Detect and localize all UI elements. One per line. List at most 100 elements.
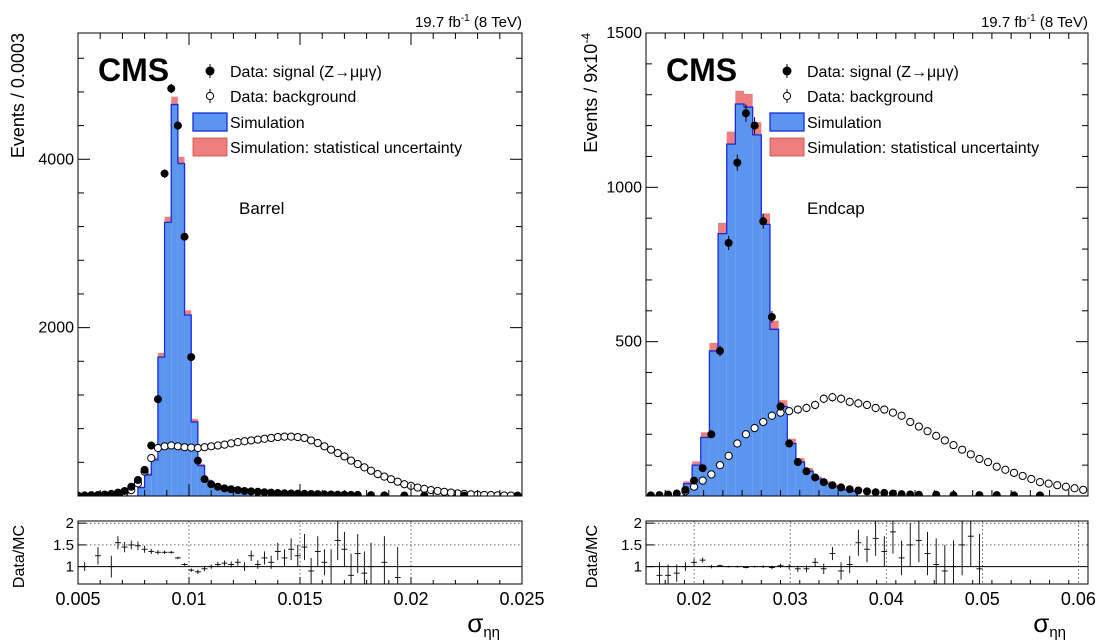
signal-point [380, 491, 389, 496]
y-axis-title: Events / 9x10-4 [579, 33, 601, 153]
signal-point [420, 491, 429, 496]
simulation-bin [726, 144, 736, 496]
signal-point [871, 488, 880, 496]
background-point [707, 470, 716, 479]
background-point [888, 408, 898, 417]
signal-point [698, 464, 707, 473]
signal-point [664, 490, 673, 496]
x-tick-label: 0.04 [869, 589, 904, 609]
background-point [253, 435, 262, 444]
simulation-bin [151, 459, 158, 496]
x-axis-title-subscript: ηη [483, 624, 500, 641]
signal-point [767, 312, 776, 321]
y-axis-title-exponent: -4 [579, 33, 593, 44]
signal-point [187, 353, 196, 362]
background-point [366, 466, 376, 475]
signal-point [140, 465, 149, 474]
x-tick-label: 0.025 [499, 589, 544, 609]
background-point [353, 459, 362, 469]
background-point [227, 439, 236, 448]
simulation-bin [144, 474, 152, 496]
simulation-bin [813, 479, 822, 496]
main-frame [645, 32, 1089, 497]
simulation-bin [735, 103, 745, 496]
background-point [1035, 478, 1045, 487]
signal-point [845, 485, 854, 494]
background-point [240, 437, 249, 446]
simulation-bin [804, 471, 814, 496]
simulation-bin [830, 486, 840, 496]
signal-point [260, 488, 269, 496]
x-tick-label: 0.03 [773, 589, 808, 609]
background-point [785, 407, 794, 416]
simulation-bin [761, 224, 770, 496]
signal-point [854, 486, 863, 495]
x-tick-label: 0.01 [171, 589, 206, 609]
signal-point [880, 488, 889, 496]
background-point [413, 483, 422, 492]
signal-point [932, 490, 941, 496]
signal-point [233, 486, 242, 495]
simulation-bin [795, 462, 805, 496]
ratio-plot-area [656, 521, 983, 584]
signal-point [87, 491, 96, 496]
background-point [741, 430, 751, 439]
chart-panel-endcap: 500 1000 1500 Events / 9x10-4 19.7 fb-1 (8 T… [579, 13, 1096, 641]
signal-point [690, 476, 699, 485]
background-point [854, 399, 863, 408]
y-tick-label: 2000 [38, 320, 74, 337]
background-point [1018, 471, 1027, 481]
signal-point [776, 402, 785, 411]
background-point [273, 432, 282, 442]
signal-point [819, 478, 828, 487]
lumi-label: 19.7 fb-1 (8 TeV) [415, 13, 522, 31]
background-point [1070, 484, 1079, 493]
legend-uncertainty-label: Simulation: statistical uncertainty [230, 140, 462, 157]
background-point [486, 491, 496, 496]
simulation-bin [778, 406, 788, 496]
signal-point [160, 169, 169, 178]
signal-point [655, 491, 664, 496]
signal-point [1010, 491, 1019, 496]
signal-point [80, 491, 89, 496]
simulation-bin [821, 483, 831, 496]
ratio-y-tick-label: 1.5 [621, 537, 642, 554]
ratio-y-tick-label: 1 [66, 559, 74, 576]
background-point [750, 423, 759, 433]
background-point [811, 400, 820, 410]
background-point [1061, 482, 1071, 491]
background-point [260, 434, 269, 443]
background-point [220, 440, 229, 449]
simulation-bin [184, 315, 192, 496]
signal-point [207, 480, 216, 489]
background-point [233, 438, 242, 447]
simulation-bin [231, 489, 238, 496]
signal-point [313, 490, 322, 496]
signal-point [127, 482, 136, 491]
background-point [147, 454, 156, 463]
signal-point [333, 490, 342, 496]
background-point [923, 427, 932, 436]
background-point [1027, 474, 1036, 484]
background-point [992, 462, 1001, 471]
simulation-bin [847, 491, 857, 496]
signal-point [280, 489, 289, 496]
signal-point [120, 486, 129, 495]
background-point [767, 411, 776, 420]
background-point [1079, 485, 1088, 494]
signal-point [133, 476, 142, 485]
lumi-label: 19.7 fb-1 (8 TeV) [981, 13, 1088, 31]
lumi-label-energy: (8 TeV) [1036, 14, 1088, 31]
legend-simulation-swatch [192, 112, 228, 132]
background-point [446, 488, 456, 496]
signal-point [153, 395, 162, 404]
signal-point [1035, 491, 1044, 496]
simulation-bin [237, 490, 245, 496]
legend-signal-label: Data: signal (Z→μμγ) [807, 64, 959, 81]
signal-point [897, 490, 906, 496]
background-point [200, 443, 209, 452]
signal-point [220, 484, 229, 493]
background-point [793, 405, 802, 414]
legend-uncertainty-swatch [192, 137, 228, 157]
